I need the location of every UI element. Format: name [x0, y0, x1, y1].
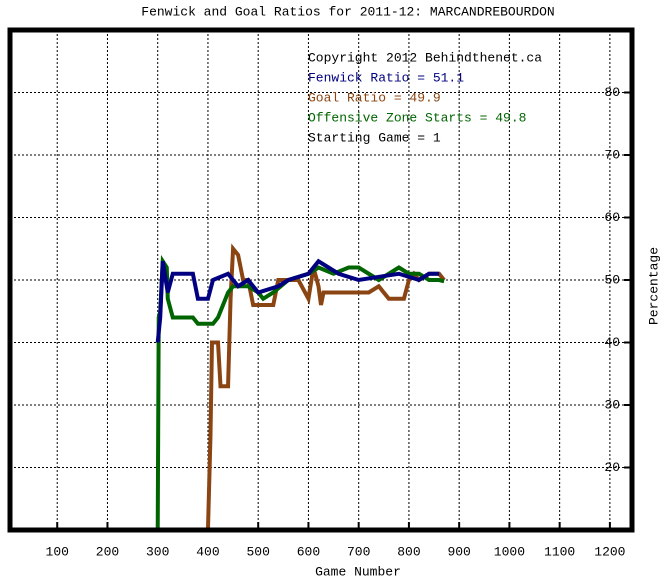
x-tick-label: 800 [397, 544, 420, 559]
x-tick-label: 300 [146, 544, 169, 559]
x-tick-label: 400 [196, 544, 219, 559]
annotation: Fenwick Ratio = 51.1 [308, 70, 464, 85]
y-tick-label: 60 [604, 210, 620, 225]
y-tick-label: 70 [604, 147, 620, 162]
y-tick-label: 20 [604, 460, 620, 475]
y-tick-label: 80 [604, 85, 620, 100]
chart-title: Fenwick and Goal Ratios for 2011-12: MAR… [141, 4, 554, 19]
annotation: Copyright 2012 Behindthenet.ca [308, 50, 542, 65]
series-line [155, 254, 445, 531]
x-tick-label: 200 [96, 544, 119, 559]
x-tick-label: 1000 [494, 544, 525, 559]
annotation: Goal Ratio = 49.9 [308, 90, 441, 105]
x-tick-label: 100 [46, 544, 69, 559]
x-tick-label: 700 [347, 544, 370, 559]
x-tick-label: 500 [246, 544, 269, 559]
x-tick-label: 1100 [544, 544, 575, 559]
annotation: Offensive Zone Starts = 49.8 [308, 110, 526, 125]
x-tick-label: 900 [447, 544, 470, 559]
x-tick-label: 1200 [594, 544, 625, 559]
plot-frame [7, 27, 635, 533]
y-axis-label: Percentage [646, 247, 661, 325]
y-tick-label: 40 [604, 335, 620, 350]
annotation: Starting Game = 1 [308, 130, 441, 145]
y-tick-label: 30 [604, 397, 620, 412]
x-axis-label: Game Number [315, 564, 401, 579]
series-line [155, 258, 440, 343]
x-tick-label: 600 [297, 544, 320, 559]
y-tick-label: 50 [604, 272, 620, 287]
